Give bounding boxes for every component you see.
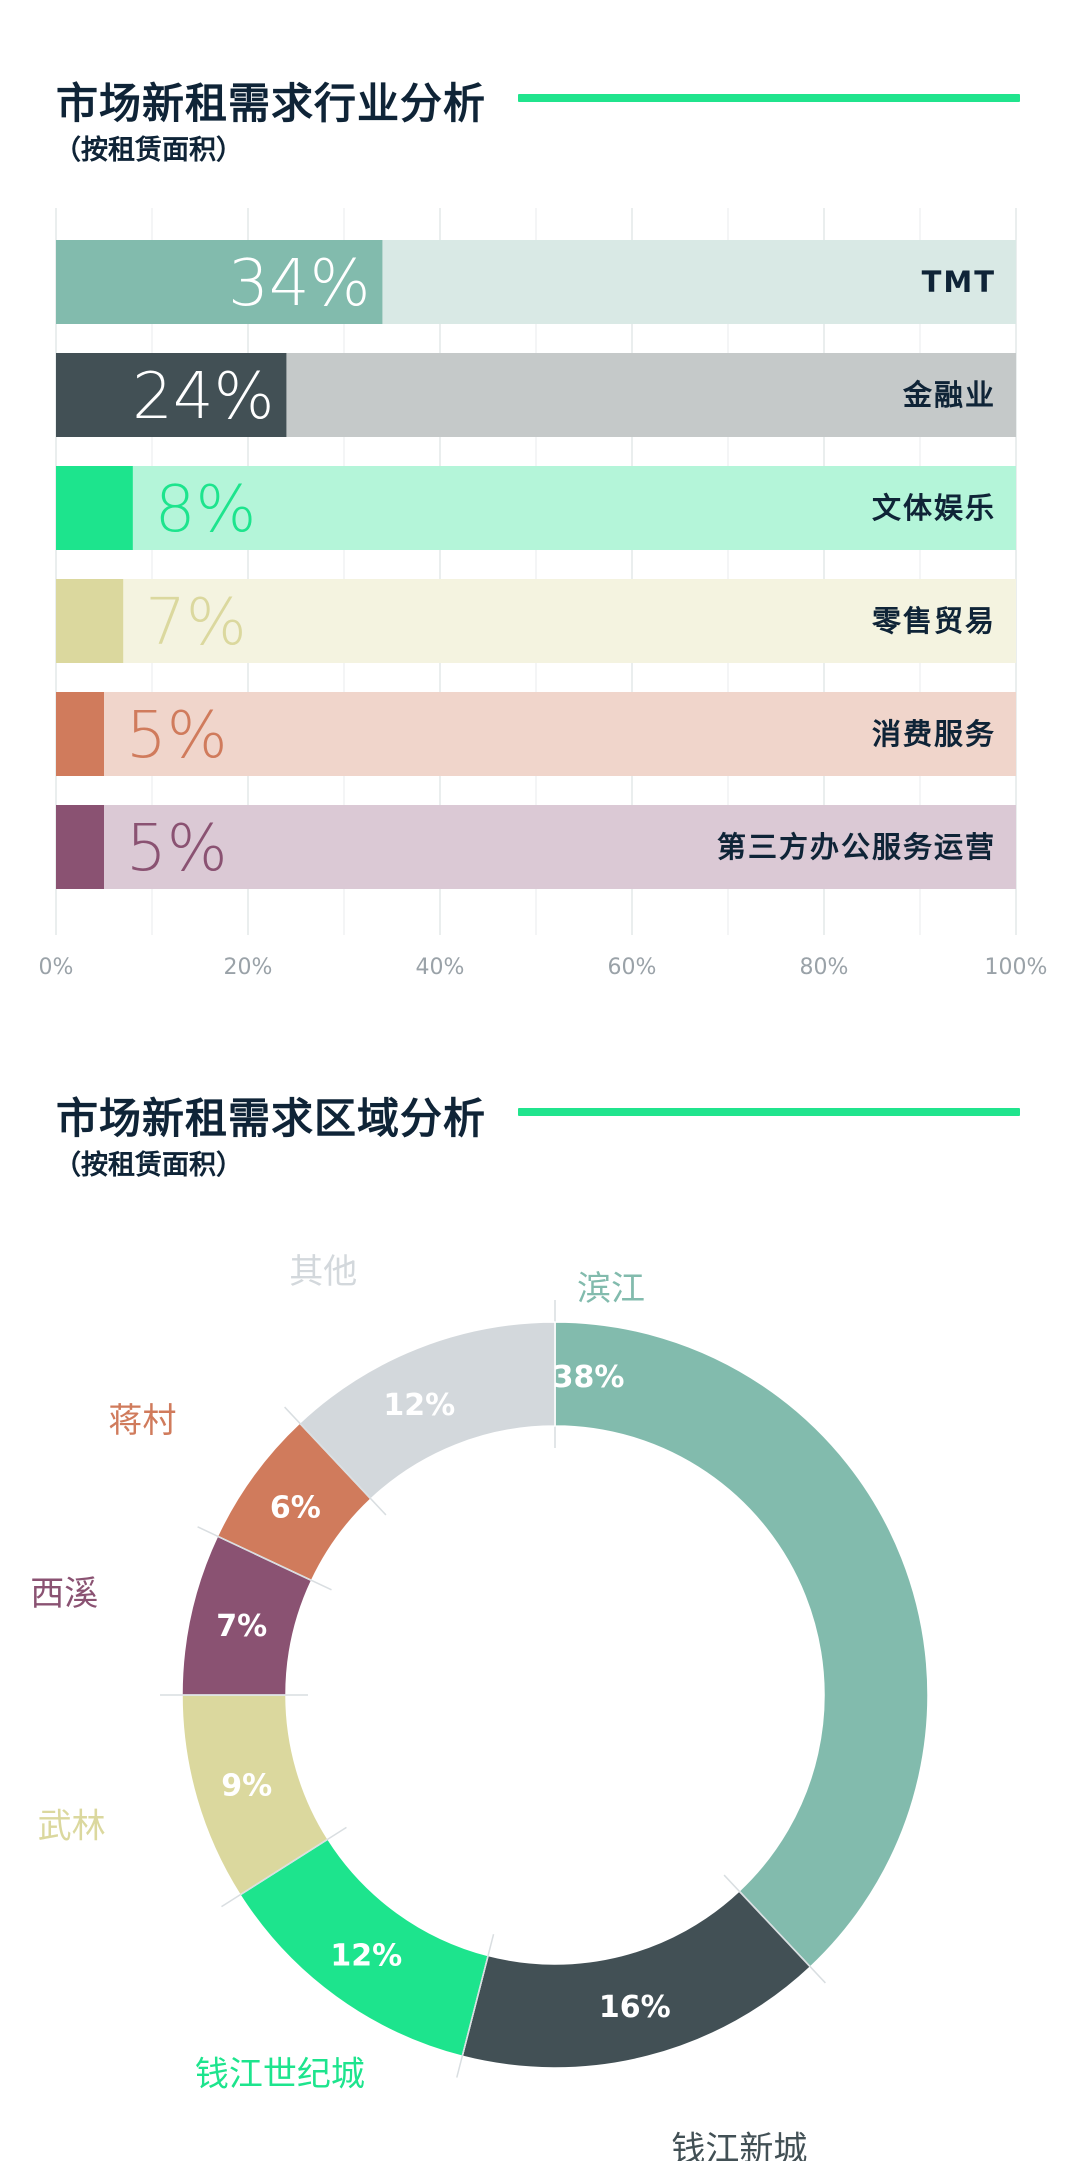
bar-category-label: 消费服务 [872,717,996,751]
bar-track [56,805,1016,889]
bar-category-label: 文体娱乐 [872,491,996,525]
bar [56,579,124,663]
bar-category-label: 第三方办公服务运营 [717,830,996,864]
bar-track [56,692,1016,776]
x-axis-tick-label: 60% [608,955,657,980]
bar [56,692,104,776]
donut-category-label: 钱江新城 [671,2129,807,2161]
bar-track [56,579,1016,663]
bar-value-label: 24% [132,360,274,434]
x-axis-tick-label: 80% [800,955,849,980]
donut-value-label: 6% [270,1490,321,1525]
industry-title-accent-line [518,94,1020,102]
bar-category-label: 零售贸易 [872,604,996,638]
x-axis-tick-label: 100% [985,955,1048,980]
slice-separator [197,1526,332,1591]
industry-bar-chart: 34% TMT 24% 金融业 8% 文体娱乐 7% 零售贸易 5% 消费服务 5% 第三方办公服务运… [39,208,1048,980]
bar [56,805,104,889]
bar-category-label: TMT [922,265,996,299]
donut-value-label: 12% [383,1388,455,1423]
bar [56,240,383,324]
bar-category-label: 金融业 [902,378,996,412]
donut-category-label: 武林 [38,1807,106,1847]
bar-value-label: 8% [155,473,257,547]
bar [56,353,287,437]
donut-value-label: 9% [221,1769,272,1804]
industry-chart-title: 市场新租需求行业分析 [56,79,487,128]
bar-track [56,466,1016,550]
bar-value-label: 5% [126,699,228,773]
donut-category-label: 滨江 [577,1269,645,1309]
donut-value-label: 12% [330,1939,402,1974]
region-title-accent-line [518,1108,1020,1116]
slice-separator [284,1406,387,1516]
x-axis-tick-label: 40% [416,955,465,980]
slice-separator [221,1826,347,1908]
donut-category-label: 蒋村 [108,1401,176,1441]
industry-chart-subtitle: （按租赁面积） [54,135,243,166]
slice-separator [456,1934,495,2078]
donut-slice [554,1321,929,1968]
region-chart-title: 市场新租需求区域分析 [56,1094,487,1143]
donut-slice [461,1890,812,2069]
bar [56,466,133,550]
donut-slice [298,1321,556,1500]
bar-value-label: 5% [126,812,228,886]
bar-value-label: 7% [145,586,247,660]
donut-value-label: 7% [216,1609,267,1644]
donut-category-label: 西溪 [30,1574,98,1614]
x-axis-tick-label: 0% [39,955,74,980]
x-axis-tick-label: 20% [224,955,273,980]
donut-category-label: 钱江世纪城 [195,2055,365,2095]
donut-category-label: 其他 [289,1252,357,1292]
region-chart-subtitle: （按租赁面积） [54,1150,243,1181]
slice-separator [723,1874,826,1984]
bar-value-label: 34% [228,247,370,321]
donut-value-label: 16% [599,1990,671,2025]
donut-value-label: 38% [553,1360,625,1395]
